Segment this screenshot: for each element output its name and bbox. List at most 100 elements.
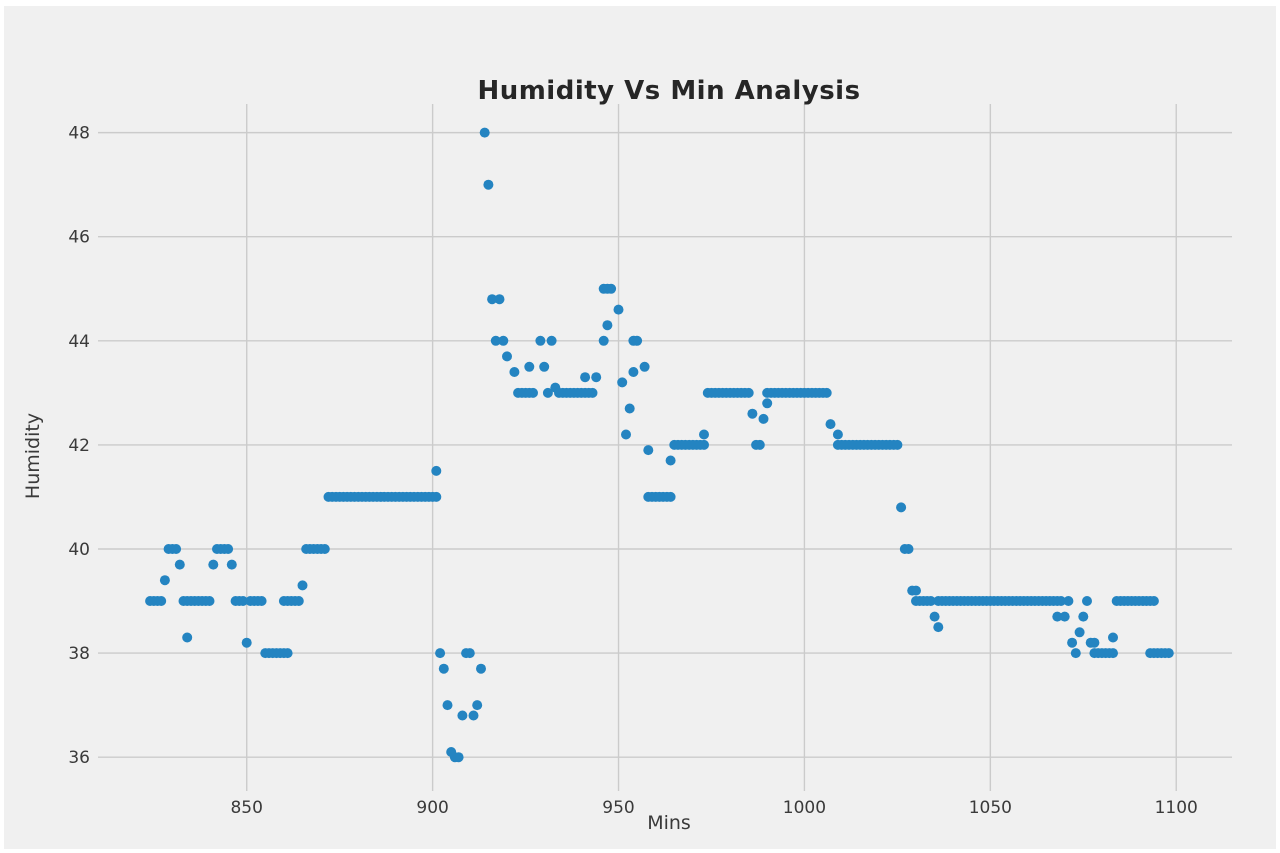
data-point <box>639 361 650 372</box>
data-point <box>1070 648 1081 659</box>
data-point <box>483 179 494 190</box>
data-point <box>208 559 219 570</box>
data-point <box>929 611 940 622</box>
y-tick-label: 38 <box>68 644 90 664</box>
chart-figure: Humidity Vs Min Analysis 850 900 950 1000 10… <box>4 6 1276 849</box>
data-point <box>758 413 769 424</box>
data-point <box>632 335 643 346</box>
chart-title: Humidity Vs Min Analysis <box>477 76 861 106</box>
y-tick-label: 42 <box>68 436 90 456</box>
data-point <box>297 580 308 591</box>
data-point <box>1063 596 1074 606</box>
data-point <box>892 439 903 450</box>
data-point <box>933 622 944 633</box>
data-point <box>606 283 617 294</box>
y-tick-label: 44 <box>68 332 90 352</box>
data-point <box>204 596 215 606</box>
data-point <box>598 335 609 346</box>
data-point <box>747 408 758 419</box>
y-tick-label: 46 <box>68 228 90 248</box>
data-point <box>911 585 921 596</box>
data-point <box>699 439 709 450</box>
data-point <box>1052 611 1063 622</box>
x-tick-label: 950 <box>602 798 634 818</box>
data-point <box>241 637 252 648</box>
data-point <box>1074 627 1085 638</box>
data-point <box>621 429 631 440</box>
data-point <box>487 294 498 305</box>
data-point <box>762 398 773 409</box>
data-point <box>743 387 754 398</box>
data-point <box>1067 637 1078 648</box>
data-point <box>613 304 624 315</box>
data-point <box>431 465 442 476</box>
data-point <box>502 351 512 362</box>
y-axis-label: Humidity <box>22 412 44 500</box>
data-point <box>624 403 635 414</box>
data-point <box>1078 611 1089 622</box>
data-point <box>238 596 248 606</box>
x-tick-label: 1050 <box>969 798 1012 818</box>
data-point <box>1082 596 1092 606</box>
data-point <box>431 491 442 502</box>
data-point <box>754 439 765 450</box>
data-point <box>821 387 832 398</box>
data-point <box>535 335 546 346</box>
data-point <box>498 335 509 346</box>
data-point <box>643 445 654 456</box>
data-point <box>171 544 182 554</box>
data-point <box>587 387 598 398</box>
data-point <box>453 752 464 763</box>
data-point <box>1148 596 1159 606</box>
data-point <box>546 335 557 346</box>
data-point <box>472 700 483 711</box>
y-tick-label: 40 <box>68 540 90 560</box>
data-point <box>435 648 446 659</box>
data-point <box>282 648 293 659</box>
data-point <box>602 320 613 331</box>
data-point <box>591 372 602 383</box>
data-point <box>628 367 639 377</box>
data-point <box>832 429 843 440</box>
data-point <box>1108 648 1118 659</box>
x-tick-label: 850 <box>230 798 262 818</box>
data-point <box>896 502 907 513</box>
data-point <box>699 429 709 440</box>
x-axis-label: Mins <box>647 812 691 834</box>
data-point <box>182 632 193 643</box>
data-point <box>903 544 914 554</box>
data-point <box>1089 637 1100 648</box>
data-point <box>617 377 628 388</box>
x-tick-label: 1100 <box>1155 798 1198 818</box>
data-point <box>542 387 553 398</box>
data-point <box>226 559 237 570</box>
data-point <box>468 710 479 721</box>
data-point <box>476 663 486 674</box>
data-point <box>223 544 234 554</box>
data-point <box>665 491 676 502</box>
data-point <box>1056 596 1066 606</box>
data-point <box>509 367 520 377</box>
data-point <box>442 700 453 711</box>
data-point <box>479 127 490 138</box>
data-point <box>319 544 330 554</box>
x-tick-label: 900 <box>416 798 448 818</box>
data-point <box>580 372 591 383</box>
data-point <box>174 559 185 570</box>
data-point <box>156 596 167 606</box>
data-point <box>293 596 304 606</box>
data-point <box>438 663 449 674</box>
data-point <box>1163 648 1174 659</box>
x-tick-label: 1000 <box>783 798 826 818</box>
data-point <box>494 294 505 305</box>
data-point <box>256 596 267 606</box>
data-point <box>490 335 501 346</box>
data-point <box>524 361 535 372</box>
data-point <box>1059 611 1070 622</box>
y-tick-label: 48 <box>68 124 90 144</box>
data-point <box>464 648 475 659</box>
data-point <box>159 575 170 586</box>
data-point <box>665 455 676 466</box>
data-point <box>539 361 550 372</box>
data-point <box>457 710 468 721</box>
